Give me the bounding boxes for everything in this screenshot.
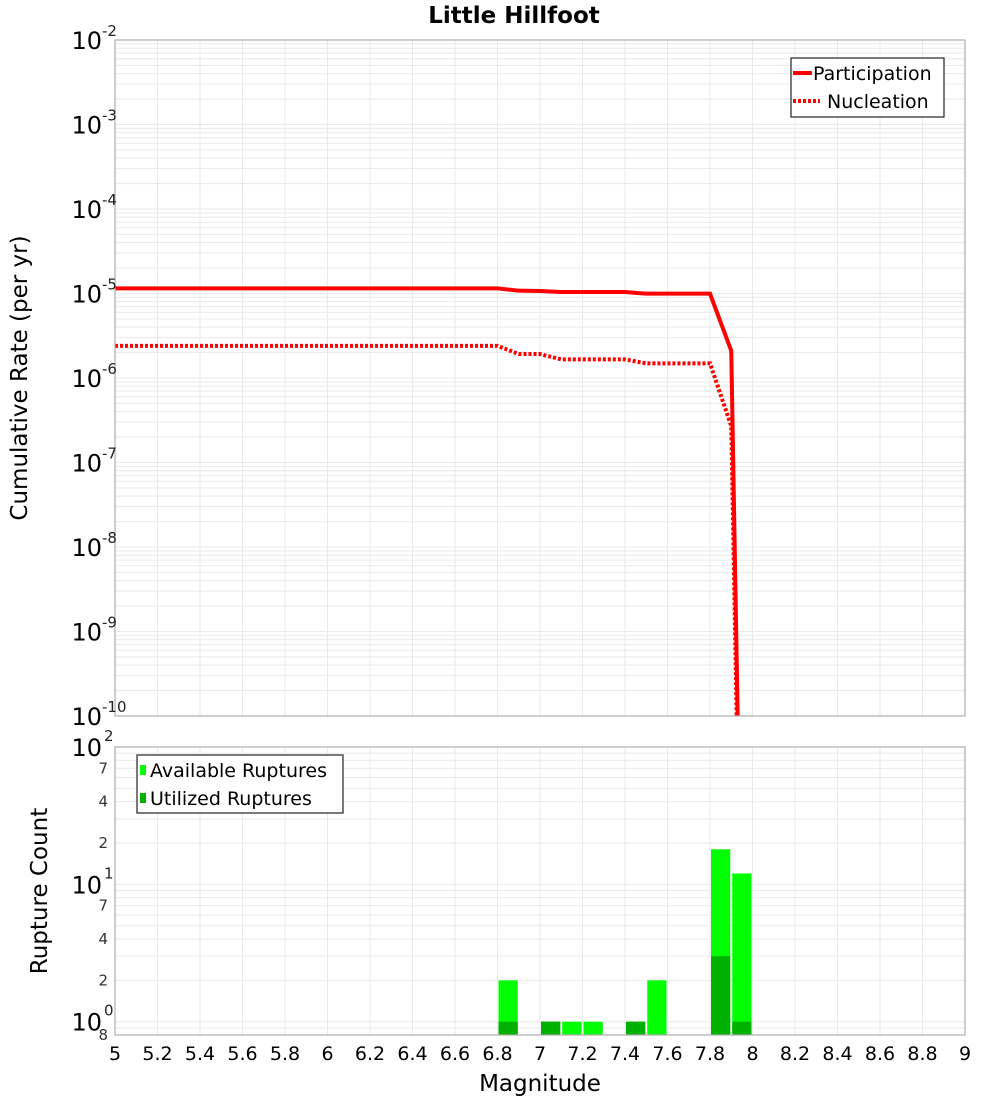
x-tick-label: 5.4 <box>185 1043 215 1065</box>
participation-legend-label: Participation <box>813 63 932 85</box>
available-legend-swatch <box>140 765 146 775</box>
top-legend-box <box>790 57 945 118</box>
available-rupture-bar <box>498 980 518 1035</box>
x-tick-label: 7.8 <box>695 1043 725 1065</box>
y-tick-label-exponent: 0 <box>104 1002 114 1020</box>
cumulative-rate-chart: 10-210-310-410-510-610-710-810-910-10 Cu… <box>7 22 966 731</box>
utilized-rupture-bar <box>626 1021 646 1035</box>
y-tick-label-base: 10 <box>71 703 102 731</box>
x-tick-label: 6 <box>321 1043 333 1065</box>
y-tick-label-exponent: -7 <box>102 445 117 463</box>
utilized-rupture-bar <box>541 1021 561 1035</box>
y-tick-label-base: 10 <box>71 365 102 393</box>
rupture-bars <box>498 849 752 1035</box>
top-legend: Participation Nucleation <box>790 57 945 118</box>
x-tick-label: 8 <box>746 1043 758 1065</box>
y-tick-label-exponent: -8 <box>102 529 117 547</box>
top-y-axis-label: Cumulative Rate (per yr) <box>7 235 33 520</box>
top-plot-frame <box>114 39 966 717</box>
y-tick-label-base: 10 <box>71 27 102 55</box>
top-chart-grid <box>114 40 966 717</box>
y-minor-tick-label: 7 <box>98 897 108 915</box>
x-tick-label: 8.4 <box>822 1043 852 1065</box>
y-tick-label-exponent: -2 <box>102 22 117 40</box>
bottom-legend: Available Ruptures Utilized Ruptures <box>136 754 344 814</box>
available-rupture-bar <box>732 873 752 1035</box>
rate-curves <box>115 286 740 716</box>
x-tick-label: 5.6 <box>227 1043 257 1065</box>
y-tick-label-exponent: -5 <box>102 276 117 294</box>
x-tick-label: 7.4 <box>610 1043 640 1065</box>
nucleation-legend-label: Nucleation <box>827 91 929 113</box>
chart-title: Little Hillfoot <box>428 3 600 29</box>
y-minor-tick-label: 8 <box>98 1026 108 1044</box>
bottom-y-axis-label: Rupture Count <box>27 808 53 974</box>
x-tick-label: 7 <box>534 1043 546 1065</box>
x-tick-label: 6.6 <box>440 1043 470 1065</box>
nucleation-curve <box>115 343 739 716</box>
y-minor-tick-label: 7 <box>98 759 108 777</box>
x-tick-label: 6.8 <box>482 1043 512 1065</box>
utilized-legend-swatch <box>140 793 146 803</box>
participation-curve <box>115 286 740 716</box>
utilized-rupture-bar <box>711 956 731 1035</box>
available-rupture-bar <box>583 1021 603 1035</box>
bottom-plot-frame <box>114 746 966 1036</box>
y-tick-label-base: 10 <box>71 450 102 478</box>
y-tick-label-base: 10 <box>71 1009 102 1037</box>
y-minor-tick-label: 2 <box>98 834 108 852</box>
y-minor-tick-label: 2 <box>98 971 108 989</box>
x-tick-label: 7.2 <box>567 1043 597 1065</box>
y-tick-label-base: 10 <box>71 619 102 647</box>
available-rupture-bar <box>562 1021 582 1035</box>
y-tick-label-base: 10 <box>71 734 102 762</box>
y-tick-label-exponent: 2 <box>104 727 114 745</box>
x-tick-label: 8.2 <box>780 1043 810 1065</box>
x-tick-label: 6.2 <box>355 1043 385 1065</box>
available-rupture-bar <box>647 980 667 1035</box>
y-minor-tick-label: 4 <box>98 930 108 948</box>
x-tick-label: 9 <box>959 1043 971 1065</box>
y-tick-label-exponent: -9 <box>102 614 117 632</box>
utilized-rupture-bar <box>498 1021 518 1035</box>
x-tick-label: 7.6 <box>652 1043 682 1065</box>
y-tick-label-exponent: -4 <box>102 191 117 209</box>
y-tick-label-base: 10 <box>71 196 102 224</box>
x-tick-label: 5 <box>109 1043 121 1065</box>
y-minor-tick-label: 4 <box>98 793 108 811</box>
y-tick-label-exponent: -3 <box>102 107 117 125</box>
y-tick-label-base: 10 <box>71 534 102 562</box>
y-tick-label-exponent: -6 <box>102 360 117 378</box>
y-tick-label-exponent: 1 <box>104 864 114 882</box>
x-axis-label: Magnitude <box>479 1071 601 1097</box>
top-y-axis-ticks: 10-210-310-410-510-610-710-810-910-10 <box>71 22 126 731</box>
x-tick-label: 5.8 <box>270 1043 300 1065</box>
utilized-legend-label: Utilized Ruptures <box>150 788 312 810</box>
x-tick-label: 6.4 <box>397 1043 427 1065</box>
bottom-legend-box <box>136 754 344 814</box>
y-tick-label-exponent: -10 <box>102 698 127 716</box>
x-tick-label: 8.6 <box>865 1043 895 1065</box>
utilized-rupture-bar <box>732 1021 752 1035</box>
x-tick-label: 5.2 <box>142 1043 172 1065</box>
available-legend-label: Available Ruptures <box>150 760 327 782</box>
x-axis-ticks: 5 5.2 5.4 5.6 5.8 6 6.2 6.4 6.6 6.8 7 7.2 7.4 7.6 7.8 8… <box>109 1043 971 1065</box>
y-tick-label-base: 10 <box>71 281 102 309</box>
y-tick-label-base: 10 <box>71 871 102 899</box>
x-tick-label: 8.8 <box>907 1043 937 1065</box>
y-tick-label-base: 10 <box>71 112 102 140</box>
